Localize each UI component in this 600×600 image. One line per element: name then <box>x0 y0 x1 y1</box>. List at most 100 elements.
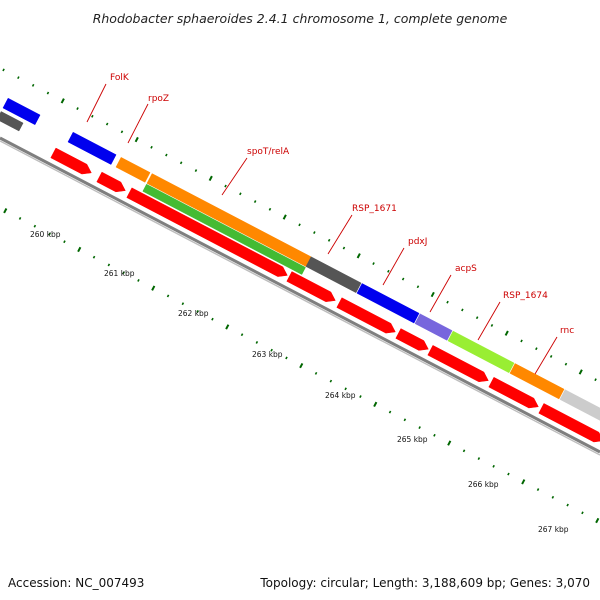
gene-label-acps[interactable]: acpS <box>455 264 477 274</box>
minor-tick <box>240 333 244 337</box>
major-tick <box>595 517 600 524</box>
gene-label-leader <box>534 336 558 375</box>
kbp-label: 263 kbp <box>252 350 283 359</box>
minor-tick <box>122 271 125 275</box>
gene-label-leader <box>327 214 353 255</box>
minor-tick <box>2 68 5 72</box>
minor-tick <box>535 347 538 351</box>
gene-label-rsp-1671[interactable]: RSP_1671 <box>352 204 397 214</box>
gene-block-pdxj[interactable] <box>356 283 420 324</box>
gene-arrow-reverse-3[interactable] <box>126 187 288 277</box>
major-tick <box>151 285 156 291</box>
minor-tick <box>298 223 301 227</box>
major-tick <box>299 362 304 369</box>
gene-block-rsp-1674[interactable] <box>447 330 515 374</box>
gene-label-leaders <box>86 83 558 375</box>
minor-tick <box>91 114 94 118</box>
gene-label-leader <box>429 274 452 313</box>
gene-arrow-reverse-8[interactable] <box>488 376 539 409</box>
gene-arrow-reverse-9[interactable] <box>538 403 600 443</box>
gene-label-rpoz[interactable]: rpoZ <box>148 94 169 104</box>
gene-label-leader <box>127 103 149 144</box>
minor-tick <box>46 91 50 95</box>
minor-tick <box>63 240 66 244</box>
gene-arrow-reverse-4[interactable] <box>286 271 336 302</box>
minor-tick <box>462 449 466 453</box>
minor-tick <box>327 238 331 242</box>
kbp-label: 266 kbp <box>468 480 499 489</box>
major-tick <box>134 136 139 143</box>
gene-label-rnc[interactable]: rnc <box>560 326 574 336</box>
gene-label-leader <box>477 301 501 341</box>
minor-tick <box>196 309 199 313</box>
gene-label-rsp-1674[interactable]: RSP_1674 <box>503 291 548 301</box>
kbp-label: 265 kbp <box>397 435 428 444</box>
gene-label-leader <box>86 83 107 123</box>
minor-tick <box>387 269 390 273</box>
gene-block-acps[interactable] <box>414 313 453 341</box>
minor-tick <box>105 122 109 126</box>
minor-tick <box>329 379 333 383</box>
gene-arrow-reverse-5[interactable] <box>336 297 396 334</box>
gene-block-light-gray[interactable] <box>559 389 600 433</box>
kbp-label: 267 kbp <box>538 525 569 534</box>
gene-block-rsp-1671[interactable] <box>305 256 362 294</box>
major-tick <box>3 208 8 214</box>
gene-arrow-reverse-7[interactable] <box>427 345 489 383</box>
kbp-label: 261 kbp <box>104 269 135 278</box>
gene-block-rnc[interactable] <box>509 363 565 400</box>
minor-tick <box>211 317 214 321</box>
minor-tick <box>446 300 449 304</box>
minor-tick <box>48 232 51 236</box>
accession-text: Accession: NC_007493 <box>8 576 144 590</box>
minor-tick <box>403 418 407 422</box>
minor-tick <box>31 83 35 87</box>
minor-tick <box>461 308 464 312</box>
gene-label-spot-rela[interactable]: spoT/relA <box>247 147 290 157</box>
minor-tick <box>536 488 540 491</box>
minor-tick <box>92 255 96 259</box>
kbp-label: 260 kbp <box>30 230 61 239</box>
minor-tick <box>433 433 436 437</box>
minor-tick <box>314 371 318 375</box>
major-tick <box>373 401 378 408</box>
outer-tick-track <box>2 68 597 382</box>
minor-tick <box>107 263 111 267</box>
gene-arrow-reverse-2[interactable] <box>96 171 126 193</box>
minor-tick <box>255 340 259 344</box>
major-tick <box>356 253 361 259</box>
minor-tick <box>166 294 170 298</box>
major-tick <box>77 246 82 253</box>
minor-tick <box>224 184 227 188</box>
minor-tick <box>490 324 494 327</box>
gene-block-blue[interactable] <box>2 97 41 126</box>
genome-summary-text: Topology: circular; Length: 3,188,609 bp… <box>259 576 590 590</box>
minor-tick <box>137 278 140 282</box>
minor-tick <box>359 395 362 399</box>
minor-tick <box>372 262 375 265</box>
backbone-line <box>0 136 600 454</box>
gene-label-leader <box>382 247 405 286</box>
inner-tick-track <box>3 208 600 524</box>
gene-arrow-reverse-6[interactable] <box>395 328 429 351</box>
major-tick <box>447 440 452 446</box>
minor-tick <box>253 200 257 203</box>
map-title: Rhodobacter sphaeroides 2.4.1 chromosome… <box>93 11 508 26</box>
gene-block-spot-rela-green[interactable] <box>142 183 306 275</box>
gene-block-rpoz[interactable] <box>115 157 151 183</box>
minor-tick <box>344 387 347 391</box>
gene-block-folk[interactable] <box>67 131 117 165</box>
major-tick <box>504 330 509 336</box>
gene-label-pdxj[interactable]: pdxJ <box>408 237 427 247</box>
minor-tick <box>418 426 421 430</box>
major-tick <box>60 98 65 104</box>
minor-tick <box>17 76 20 80</box>
gene-label-folk[interactable]: FolK <box>110 73 130 83</box>
gene-block-dark-gray[interactable] <box>0 111 24 132</box>
major-tick <box>578 369 583 375</box>
minor-tick <box>33 224 37 228</box>
minor-tick <box>18 217 22 220</box>
gene-arrow-reverse-1[interactable] <box>50 147 92 175</box>
minor-tick <box>165 153 168 157</box>
